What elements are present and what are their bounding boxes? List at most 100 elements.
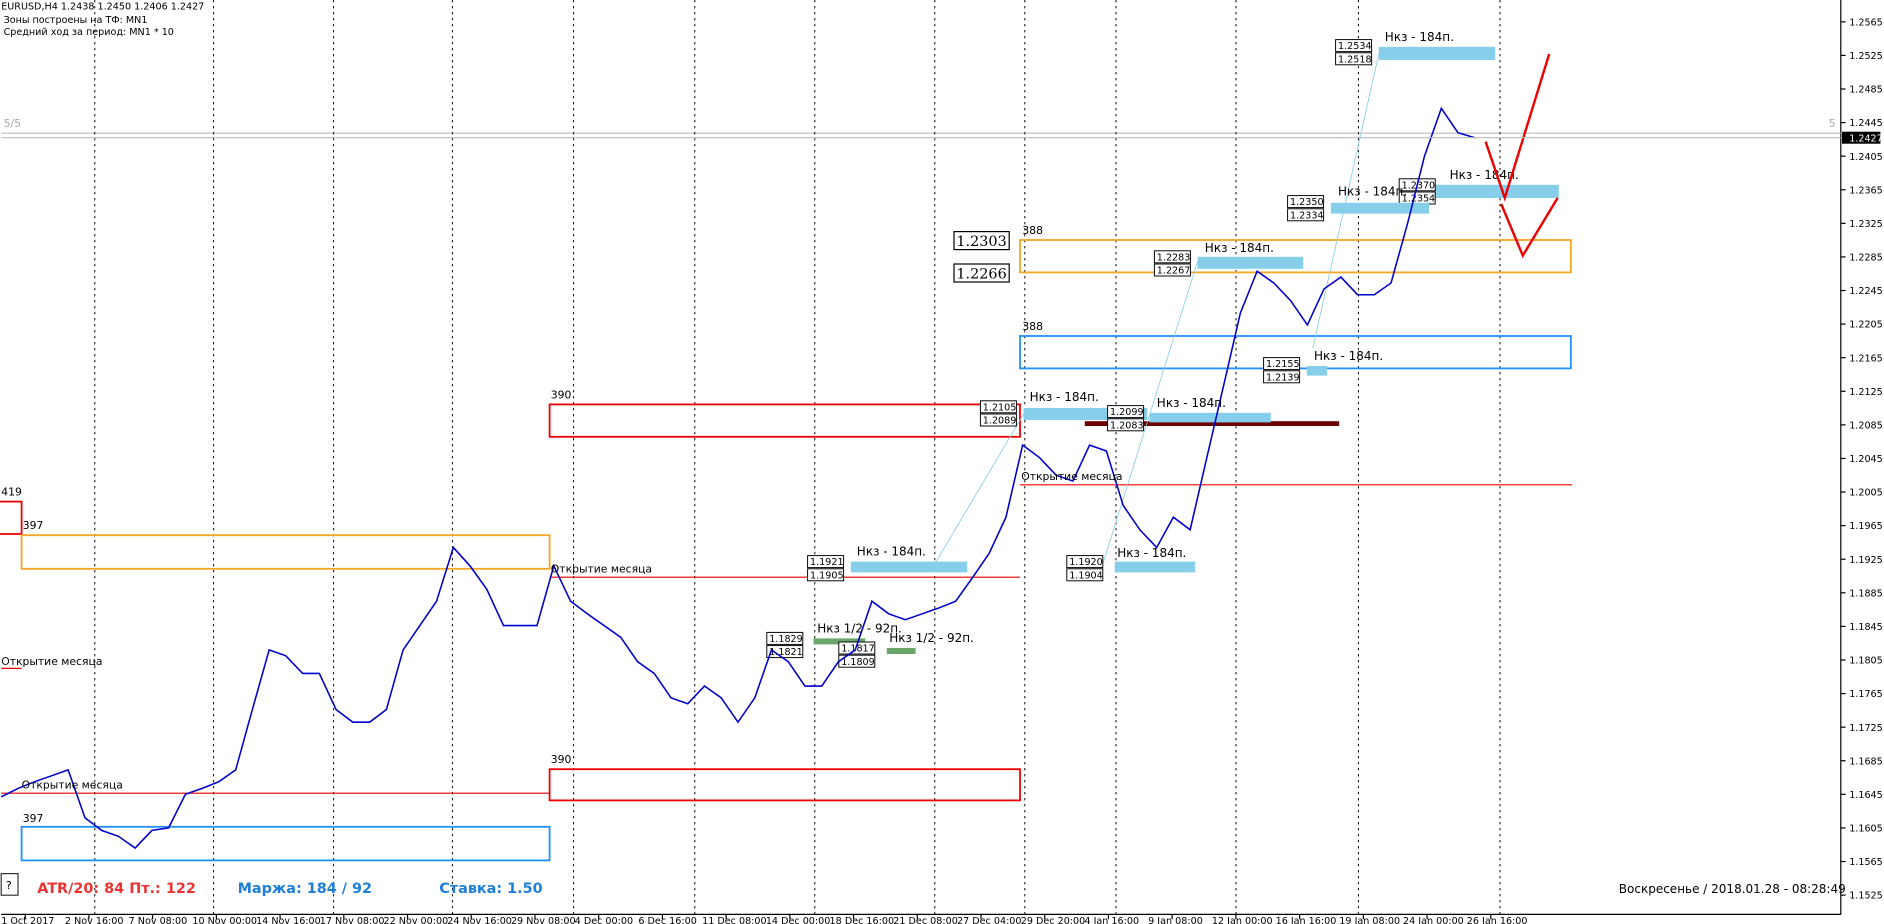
level-price: 1.2350 [1290, 197, 1324, 208]
y-tick-label: 1.1725 [1849, 723, 1883, 734]
level-price: 1.2155 [1266, 359, 1300, 370]
level-price: 1.1809 [841, 657, 875, 668]
zone-label: 388 [1022, 224, 1043, 237]
x-tick-label: 10 Nov 00:00 [192, 916, 257, 924]
level-price: 1.2334 [1290, 210, 1324, 221]
x-tick-label: 4 Dec 00:00 [575, 916, 633, 924]
level-price-box [1066, 555, 1104, 569]
zone-label: 397 [23, 519, 44, 532]
level-price-box [807, 568, 845, 582]
month-open-label: Открытие месяца [22, 778, 123, 791]
y-tick-label: 1.2205 [1849, 320, 1883, 331]
level-bar [1435, 184, 1559, 198]
zone-price: 1.2266 [956, 266, 1006, 282]
y-tick-label: 1.2525 [1849, 51, 1883, 62]
level-label: Нкз - 184п. [1385, 30, 1454, 44]
month-open-label: Открытие месяца [1021, 470, 1122, 483]
level-label: Нкз - 184п. [1205, 241, 1274, 255]
level-label: Нкз - 184п. [1157, 396, 1226, 410]
level-bar [1378, 46, 1496, 60]
help-button[interactable] [0, 873, 19, 896]
level-price-box [838, 641, 876, 655]
x-tick-label: 9 Jan 08:00 [1148, 916, 1203, 924]
price-line [0, 106, 1476, 850]
x-tick-label: 12 Jan 00:00 [1212, 916, 1273, 924]
arrow [1484, 53, 1551, 202]
level-price: 1.2267 [1157, 266, 1191, 277]
y-tick-label: 1.2005 [1849, 488, 1883, 499]
atr-text: ATR/20: 84 Пт.: 122 [37, 881, 196, 897]
x-tick-label: 7 Nov 08:00 [129, 916, 188, 924]
level-price-box [1335, 52, 1373, 66]
level-price: 1.1921 [810, 557, 844, 568]
connector [1312, 53, 1380, 349]
x-tick-label: 14 Dec 00:00 [766, 916, 831, 924]
level-bar [1084, 421, 1340, 426]
current-price-box [1842, 131, 1881, 144]
y-tick-label: 1.2285 [1849, 253, 1883, 264]
level-price: 1.2283 [1157, 252, 1191, 263]
x-tick-label: 16 Jan 16:00 [1276, 916, 1337, 924]
level-price: 1.2534 [1338, 41, 1372, 52]
x-tick-label: 29 Nov 08:00 [511, 916, 576, 924]
level-price: 1.1821 [769, 647, 803, 658]
level-price: 1.1829 [769, 634, 803, 645]
zone-label: 397 [23, 812, 44, 825]
level-price: 1.1920 [1069, 557, 1103, 568]
level-price: 1.2105 [983, 402, 1017, 413]
help-text[interactable]: ? [6, 879, 12, 892]
level-price-box [1066, 568, 1104, 582]
x-tick-label: 11 Dec 08:00 [702, 916, 767, 924]
y-tick-label: 1.2485 [1849, 85, 1883, 96]
level-price: 1.2089 [983, 416, 1017, 427]
current-price-label: 1.2427 [1849, 133, 1883, 144]
indicator-label: 5 [1829, 117, 1836, 130]
y-tick-label: 1.2445 [1849, 118, 1883, 129]
level-bar [1197, 256, 1304, 269]
y-tick-label: 1.1565 [1849, 857, 1883, 868]
margin-text: Маржа: 184 / 92 [238, 881, 372, 897]
level-price: 1.1817 [841, 644, 875, 655]
x-tick-label: 29 Dec 20:00 [1021, 916, 1086, 924]
y-tick-label: 1.2245 [1849, 286, 1883, 297]
level-label: Нкз - 184п. [1117, 546, 1186, 560]
y-tick-label: 1.1605 [1849, 824, 1883, 835]
y-tick-label: 1.2365 [1849, 185, 1883, 196]
x-tick-label: 22 Nov 00:00 [384, 916, 449, 924]
level-price: 1.1905 [810, 570, 844, 581]
y-tick-label: 1.2045 [1849, 454, 1883, 465]
x-tick-label: 18 Dec 16:00 [830, 916, 895, 924]
level-price-box [1153, 263, 1191, 277]
x-tick-label: 14 Nov 16:00 [256, 916, 321, 924]
y-tick-label: 1.2565 [1849, 17, 1883, 28]
y-tick-label: 1.2125 [1849, 387, 1883, 398]
arrow [1500, 197, 1559, 259]
month-open-label: Открытие месяца [1, 655, 102, 668]
x-tick-label: 26 Jan 16:00 [1467, 916, 1528, 924]
zone-label: 390 [551, 388, 572, 401]
zone-price: 1.2303 [956, 234, 1006, 250]
level-price-box [1263, 357, 1301, 371]
y-tick-label: 1.2165 [1849, 353, 1883, 364]
level-label: Нкз 1/2 - 92п. [889, 631, 974, 645]
level-price-box [1107, 405, 1145, 419]
zone-box [20, 825, 551, 862]
level-price-box [1107, 418, 1145, 432]
level-bar [813, 638, 866, 645]
connector [934, 413, 1024, 565]
level-label: Нкз - 184п. [1450, 168, 1519, 182]
level-price-box [1263, 370, 1301, 384]
level-price: 1.2099 [1110, 407, 1144, 418]
level-price: 1.1904 [1069, 570, 1103, 581]
zone-box [0, 500, 23, 535]
x-tick-label: 24 Nov 16:00 [447, 916, 512, 924]
level-price-box [1287, 208, 1325, 222]
rate-text: Ставка: 1.50 [439, 881, 542, 897]
level-label: Нкз - 184п. [1338, 185, 1407, 199]
y-tick-label: 1.1525 [1849, 891, 1883, 902]
y-tick-label: 1.2085 [1849, 420, 1883, 431]
level-price-box [766, 631, 804, 645]
x-tick-label: 19 Jan 08:00 [1339, 916, 1400, 924]
